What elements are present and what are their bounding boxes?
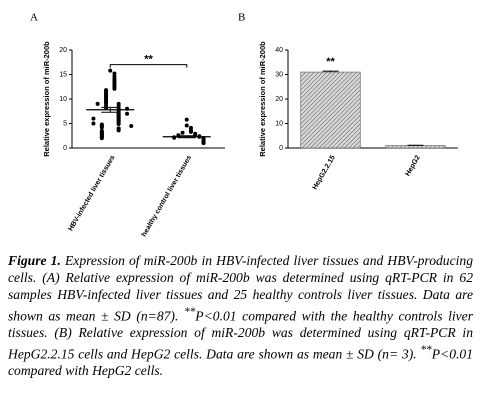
y-axis-label: Relative expression of miR-200b: [258, 41, 267, 157]
x-tick-label: HepG2: [404, 154, 421, 177]
bar: [300, 71, 361, 149]
panel-label: A: [30, 12, 38, 24]
y-tick-label: 0: [63, 145, 67, 152]
y-tick-label: 20: [275, 96, 283, 103]
data-point: [125, 111, 130, 116]
caption-text: **: [420, 343, 432, 356]
y-tick-label: 15: [59, 71, 67, 78]
caption-text: P<0.01 compared with HepG2 cells.: [8, 346, 473, 379]
data-point: [99, 136, 104, 141]
error-bar: [101, 106, 120, 113]
error-bar: [322, 70, 339, 73]
significance-label: **: [144, 53, 153, 65]
y-tick-label: 20: [59, 47, 67, 54]
caption-text: P<0.01 compared with the healthy control…: [8, 308, 474, 362]
caption-text: Expression of miR-200b in HBV-infected l…: [8, 253, 474, 324]
data-point: [201, 141, 206, 146]
data-point: [91, 116, 96, 121]
caption-text: **: [183, 305, 196, 318]
caption: Figure 1. Expression of miR-200b in HBV-…: [8, 252, 473, 379]
data-point: [99, 125, 104, 130]
data-point: [108, 68, 113, 73]
data-point: [184, 117, 189, 122]
data-point: [116, 128, 121, 133]
bar: [385, 145, 446, 149]
x-tick-label: HepG2.2.15: [312, 154, 337, 191]
y-tick-label: 10: [275, 120, 283, 127]
data-point: [129, 123, 134, 128]
error-bar: [177, 135, 196, 139]
caption-label: Figure 1.: [8, 253, 61, 268]
data-point: [116, 121, 121, 126]
y-tick-label: 10: [59, 96, 67, 103]
significance-label: **: [326, 56, 335, 68]
data-point: [180, 130, 185, 135]
data-point: [95, 101, 100, 106]
data-point: [112, 86, 117, 91]
data-point: [91, 121, 96, 126]
y-tick-label: 5: [63, 120, 67, 127]
y-tick-label: 0: [279, 145, 283, 152]
x-tick-label: healthy control liver tissues: [141, 154, 193, 238]
figure: A Relative expression of miR-200b 0 5 10 15 20…: [30, 12, 458, 238]
y-tick-label: 40: [275, 47, 283, 54]
data-point: [112, 71, 117, 76]
panel-label: B: [238, 12, 245, 24]
y-axis-label: Relative expression of miR-200b: [42, 41, 51, 157]
significance-bracket: [109, 64, 188, 68]
y-tick-label: 30: [275, 71, 283, 78]
data-point: [188, 129, 193, 134]
data-point: [184, 123, 189, 128]
x-tick-label: HBV-infected liver tissues: [68, 154, 117, 232]
